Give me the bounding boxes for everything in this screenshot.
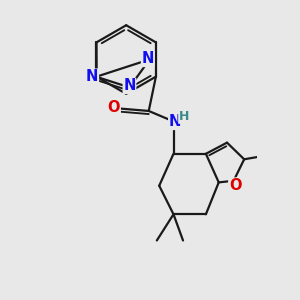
Text: N: N [123,79,136,94]
Text: H: H [179,110,189,123]
Text: O: O [229,178,241,193]
Text: N: N [142,51,154,66]
Text: N: N [86,69,98,84]
Text: O: O [108,100,120,115]
Text: N: N [169,114,181,129]
